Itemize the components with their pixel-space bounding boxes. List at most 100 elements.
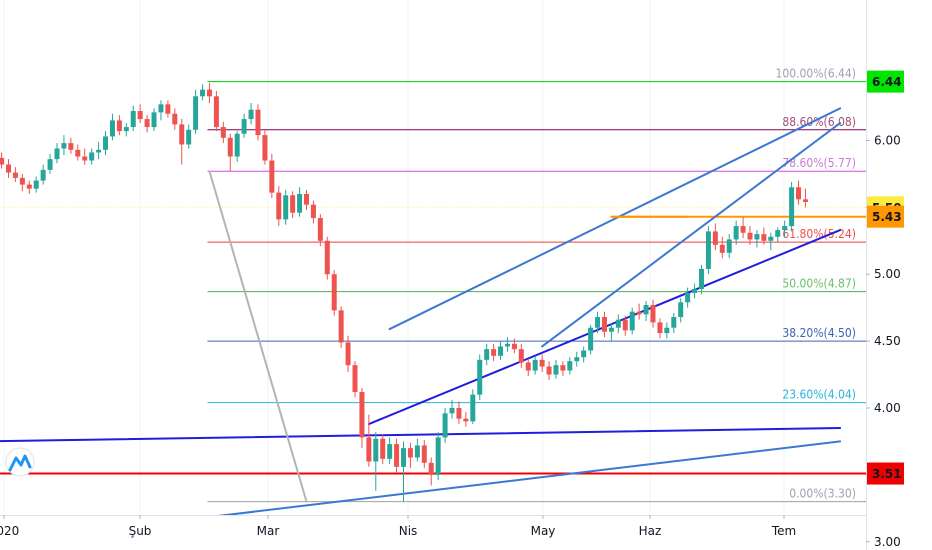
candle (685, 287, 691, 308)
trend-line[interactable] (0, 427, 842, 443)
trend-line[interactable] (208, 170, 308, 503)
candle (740, 216, 746, 239)
candle-body (629, 311, 635, 331)
candle-body (116, 120, 122, 132)
candle (6, 159, 11, 178)
candle-body (442, 413, 448, 438)
candle (629, 307, 635, 335)
candle-body (657, 322, 663, 334)
candle-body (470, 394, 476, 422)
candle (262, 129, 268, 165)
candle (116, 115, 122, 136)
candle (477, 354, 483, 400)
candle-body (26, 184, 32, 189)
candle-body (622, 319, 628, 331)
candle-body (303, 193, 309, 205)
candle (380, 434, 386, 465)
candle-body (297, 193, 303, 213)
candle-body (179, 124, 185, 145)
candle (352, 361, 358, 398)
candle (747, 226, 753, 245)
candle (283, 189, 289, 225)
candle (643, 300, 649, 322)
candle (560, 361, 566, 376)
candle-body (109, 120, 115, 137)
candle (407, 442, 413, 469)
candle-body (463, 418, 469, 422)
candle (532, 355, 538, 375)
candle (782, 220, 788, 237)
candle (394, 438, 400, 473)
fib-level-label: 78.60%(5.77) (782, 156, 856, 170)
candle-body (747, 232, 753, 240)
candle-body (574, 357, 580, 362)
candle (200, 84, 206, 101)
candle-body (331, 274, 337, 311)
candle (234, 131, 240, 162)
time-axis[interactable]: 2020 Şub Mar Nis May Haz Tem (0, 515, 866, 550)
candle (241, 113, 247, 138)
candle-body (68, 143, 74, 150)
candle-body (678, 302, 684, 318)
candle (775, 227, 781, 243)
candle (414, 438, 420, 462)
candle (130, 105, 136, 132)
candle (678, 298, 684, 323)
candle-body (401, 448, 407, 467)
candle (338, 306, 344, 348)
time-axis-label: Haz (639, 524, 662, 538)
price-axis-label: 3.00 (874, 535, 901, 549)
candle (539, 354, 545, 372)
candle (75, 144, 81, 161)
candle-body (699, 268, 704, 289)
candle (310, 200, 316, 224)
candle-body (567, 361, 573, 371)
candle-body (290, 195, 296, 213)
candle (324, 236, 330, 280)
candle (705, 226, 711, 275)
candle-body (206, 89, 212, 97)
candle-body (276, 192, 282, 220)
candle (366, 414, 372, 467)
price-badge-label: 6.44 (872, 75, 902, 89)
price-axis-label: 5.00 (874, 267, 901, 281)
fib-level-label: 38.20%(4.50) (782, 326, 856, 340)
candle-body (539, 359, 545, 367)
candle (61, 135, 67, 156)
fib-level-label: 50.00%(4.87) (782, 277, 856, 291)
candle-body (796, 187, 802, 200)
candle-body (0, 157, 5, 165)
candle-body (636, 311, 642, 315)
candle (719, 236, 725, 259)
candle (761, 227, 767, 245)
candle (733, 220, 739, 245)
candle (96, 141, 102, 160)
candle (19, 173, 25, 192)
candle (109, 113, 115, 141)
candle-body (705, 231, 711, 269)
candle (151, 108, 157, 132)
trend-line[interactable] (388, 107, 842, 331)
candle (699, 264, 704, 295)
candle (463, 412, 469, 427)
candle (657, 318, 663, 339)
candle-body (172, 113, 178, 125)
candle (33, 176, 39, 193)
candle-body (733, 226, 739, 240)
fibonacci-retracement[interactable]: 100.00%(6.44)88.60%(6.08)78.60%(5.77)61.… (207, 67, 866, 503)
candle-body (82, 156, 88, 161)
trend-line[interactable] (541, 122, 842, 348)
candle-body (615, 319, 621, 328)
candle (165, 100, 171, 118)
candle (193, 89, 199, 134)
candle (47, 153, 53, 174)
time-axis-background (0, 515, 866, 550)
candle (518, 343, 524, 368)
candle-body (504, 343, 510, 347)
candle-body (477, 359, 483, 395)
candle-body (428, 462, 434, 475)
candle (179, 119, 185, 165)
candle (456, 401, 462, 425)
candle (0, 152, 5, 169)
